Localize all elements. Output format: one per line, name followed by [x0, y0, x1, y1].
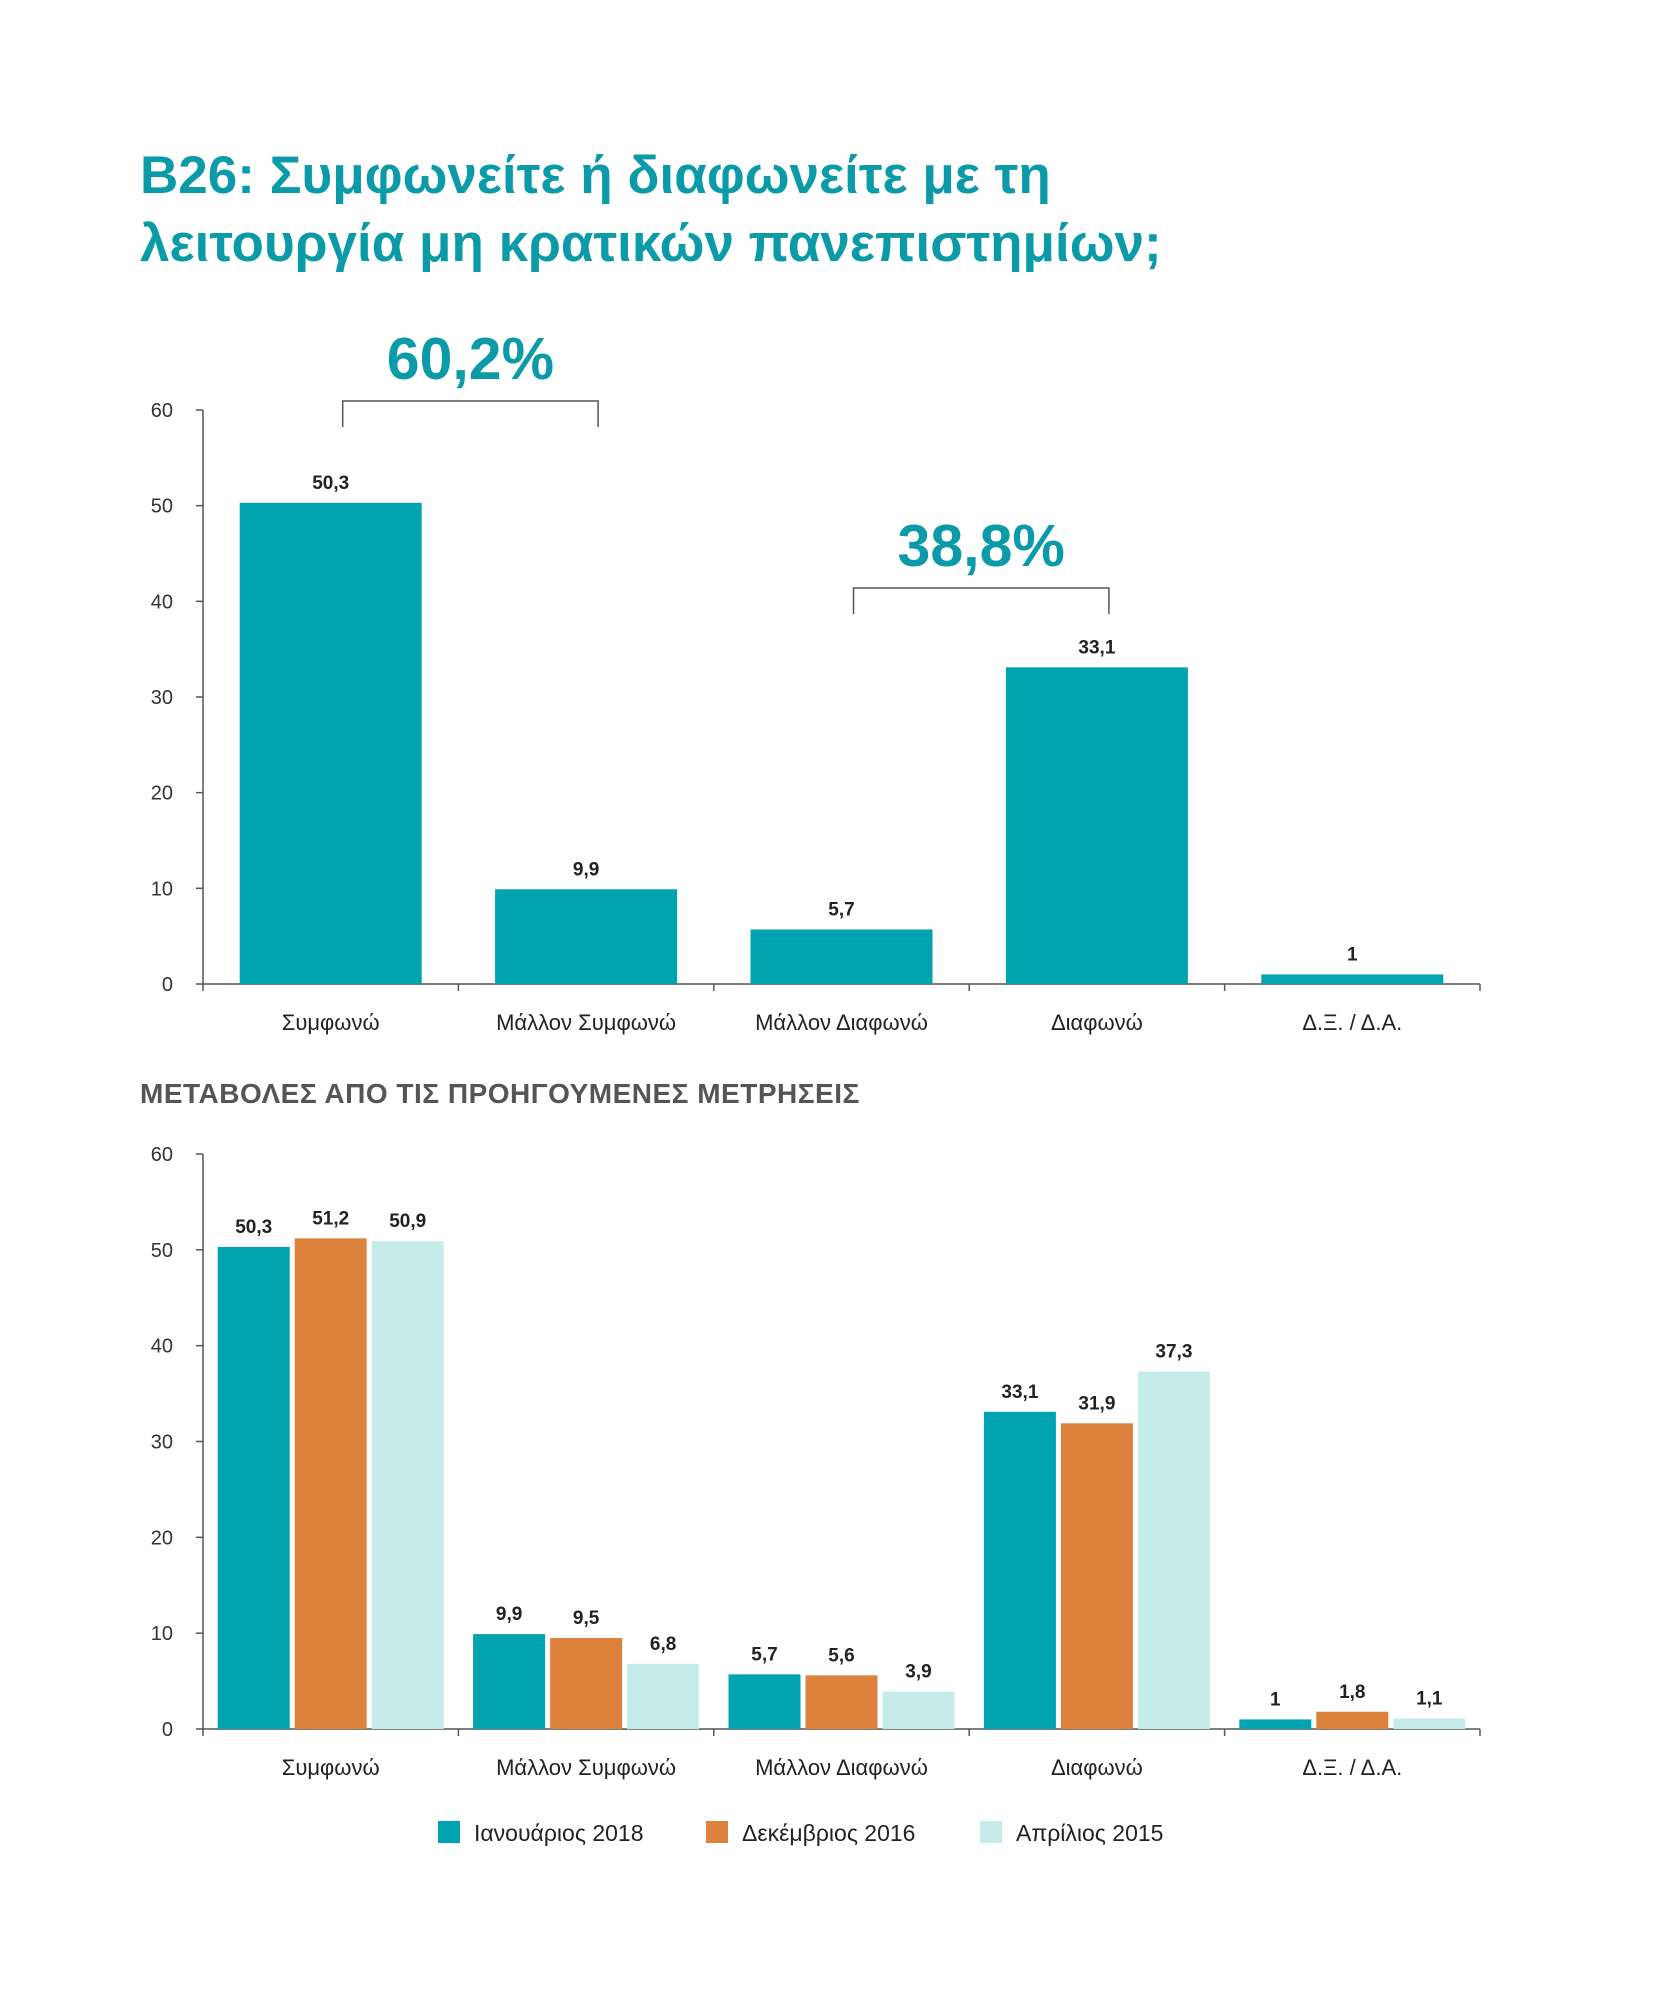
title-line-2: λειτουργία μη κρατικών πανεπιστημίων; — [140, 214, 1162, 273]
category-label: Διαφωνώ — [1051, 1755, 1143, 1780]
y-tick-label: 20 — [151, 783, 173, 805]
data-label: 33,1 — [1001, 1382, 1038, 1403]
category-label: Μάλλον Διαφωνώ — [755, 1755, 928, 1780]
legend-swatch — [706, 1821, 728, 1843]
bar — [294, 1238, 367, 1729]
category-label: Διαφωνώ — [1051, 1010, 1143, 1035]
bar — [371, 1241, 444, 1729]
sum-bracket — [341, 400, 599, 427]
bar — [473, 1634, 546, 1729]
y-tick-label: 50 — [151, 496, 173, 518]
legend-label: Δεκέμβριος 2016 — [742, 1820, 915, 1846]
y-tick-label: 10 — [151, 878, 173, 900]
bar — [627, 1663, 700, 1729]
bar — [550, 1637, 623, 1729]
y-tick-label: 60 — [151, 400, 173, 422]
comparison-subtitle: ΜΕΤΑΒΟΛΕΣ ΑΠΟ ΤΙΣ ΠΡΟΗΓΟΥΜΕΝΕΣ ΜΕΤΡΗΣΕΙΣ — [140, 1078, 860, 1109]
bar — [805, 1675, 878, 1729]
data-label: 5,7 — [828, 899, 854, 920]
data-label: 1 — [1347, 944, 1358, 965]
data-label: 1,1 — [1416, 1688, 1443, 1709]
data-label: 9,9 — [496, 1604, 522, 1625]
sum-bracket — [852, 587, 1110, 614]
bar — [983, 1411, 1056, 1729]
bar — [1393, 1718, 1466, 1729]
data-label: 9,5 — [573, 1608, 600, 1629]
y-tick-label: 0 — [162, 1719, 173, 1741]
data-label: 9,9 — [573, 859, 599, 880]
bar — [1261, 974, 1444, 984]
bar — [1005, 667, 1188, 984]
category-label: Συμφωνώ — [282, 1755, 380, 1780]
legend-item: Απρίλιος 2015 — [980, 1820, 1163, 1846]
y-tick-label: 40 — [151, 591, 173, 613]
legend-swatch — [438, 1821, 460, 1843]
y-tick-label: 10 — [151, 1623, 173, 1645]
bar — [1137, 1371, 1210, 1729]
y-tick-label: 50 — [151, 1240, 173, 1262]
y-tick-label: 30 — [151, 1432, 173, 1454]
category-label: Δ.Ξ. / Δ.Α. — [1302, 1010, 1402, 1035]
legend-swatch — [980, 1821, 1002, 1843]
data-label: 50,3 — [312, 473, 349, 494]
main-bar-chart: 0 10 20 30 40 50 60 Συμφωνώ Μάλλον Συμφωνώ Μάλλον… — [151, 326, 1481, 1035]
y-tick-label: 0 — [162, 974, 173, 996]
chart-title: B26: Συμφωνείτε ή διαφωνείτε με τη λειτο… — [140, 142, 1540, 278]
data-label: 1,8 — [1339, 1682, 1365, 1703]
legend-item: Δεκέμβριος 2016 — [706, 1820, 915, 1846]
bar — [1239, 1719, 1312, 1729]
y-tick-label: 20 — [151, 1527, 173, 1549]
data-label: 33,1 — [1078, 637, 1115, 658]
bar — [239, 502, 422, 984]
bracket-line — [341, 400, 599, 427]
data-label: 50,9 — [389, 1211, 426, 1232]
category-label: Μάλλον Συμφωνώ — [496, 1010, 676, 1035]
bar — [728, 1674, 801, 1729]
data-label: 1 — [1270, 1689, 1281, 1710]
y-tick-label: 60 — [151, 1144, 173, 1166]
bar — [750, 929, 933, 984]
data-label: 31,9 — [1078, 1393, 1115, 1414]
category-label: Μάλλον Διαφωνώ — [755, 1010, 928, 1035]
category-label: Δ.Ξ. / Δ.Α. — [1302, 1755, 1402, 1780]
category-label: Μάλλον Συμφωνώ — [496, 1755, 676, 1780]
sum-label: 60,2% — [387, 326, 554, 392]
legend-label: Απρίλιος 2015 — [1016, 1820, 1163, 1846]
bar — [882, 1691, 955, 1729]
y-tick-label: 40 — [151, 1336, 173, 1358]
title-line-1: B26: Συμφωνείτε ή διαφωνείτε με τη — [140, 146, 1051, 205]
bar — [495, 889, 678, 984]
bar — [217, 1246, 290, 1729]
data-label: 50,3 — [235, 1217, 272, 1238]
data-label: 5,7 — [751, 1644, 777, 1665]
legend-label: Ιανουάριος 2018 — [474, 1820, 643, 1846]
bar — [1316, 1711, 1389, 1729]
bar — [1060, 1423, 1133, 1729]
sum-label: 38,8% — [898, 513, 1065, 579]
data-label: 6,8 — [650, 1634, 676, 1655]
data-label: 37,3 — [1155, 1342, 1192, 1363]
y-tick-label: 30 — [151, 687, 173, 709]
data-label: 5,6 — [828, 1645, 854, 1666]
data-label: 3,9 — [905, 1662, 931, 1683]
category-label: Συμφωνώ — [282, 1010, 380, 1035]
legend-item: Ιανουάριος 2018 — [438, 1820, 643, 1846]
bracket-line — [852, 587, 1110, 614]
data-label: 51,2 — [312, 1208, 349, 1229]
